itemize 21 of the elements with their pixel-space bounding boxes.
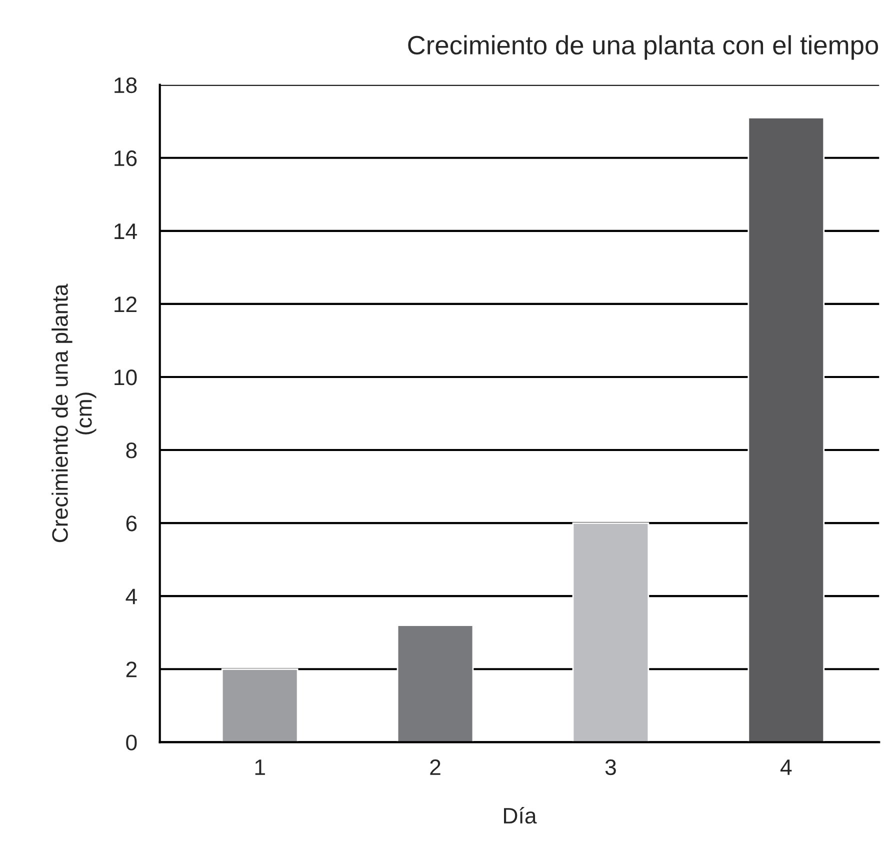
- y-tick-label: 12: [114, 296, 137, 312]
- x-tick-label: 2: [430, 759, 440, 775]
- y-tick-label: 10: [114, 370, 137, 386]
- bar: [572, 522, 650, 742]
- x-tick-label: 3: [605, 759, 616, 776]
- y-axis-title: Crecimiento de una planta (cm): [52, 284, 96, 542]
- y-tick-label: 16: [114, 150, 137, 166]
- x-tick-label: 1: [255, 760, 265, 775]
- y-tick-label: 6: [126, 516, 137, 532]
- y-tick-label: 8: [126, 442, 137, 458]
- y-tick-label: 14: [114, 224, 137, 239]
- x-axis-title: Día: [504, 807, 537, 824]
- bar: [396, 624, 474, 742]
- y-tick-label: 0: [126, 734, 137, 750]
- bar: [748, 117, 825, 742]
- x-tick-label: 4: [780, 760, 792, 775]
- y-tick-label: 2: [126, 662, 137, 678]
- y-tick-label: 4: [126, 588, 137, 604]
- y-tick-label: 18: [114, 77, 137, 94]
- bar: [221, 668, 298, 742]
- chart-title: Crecimiento de una planta con el tiempo: [408, 35, 878, 60]
